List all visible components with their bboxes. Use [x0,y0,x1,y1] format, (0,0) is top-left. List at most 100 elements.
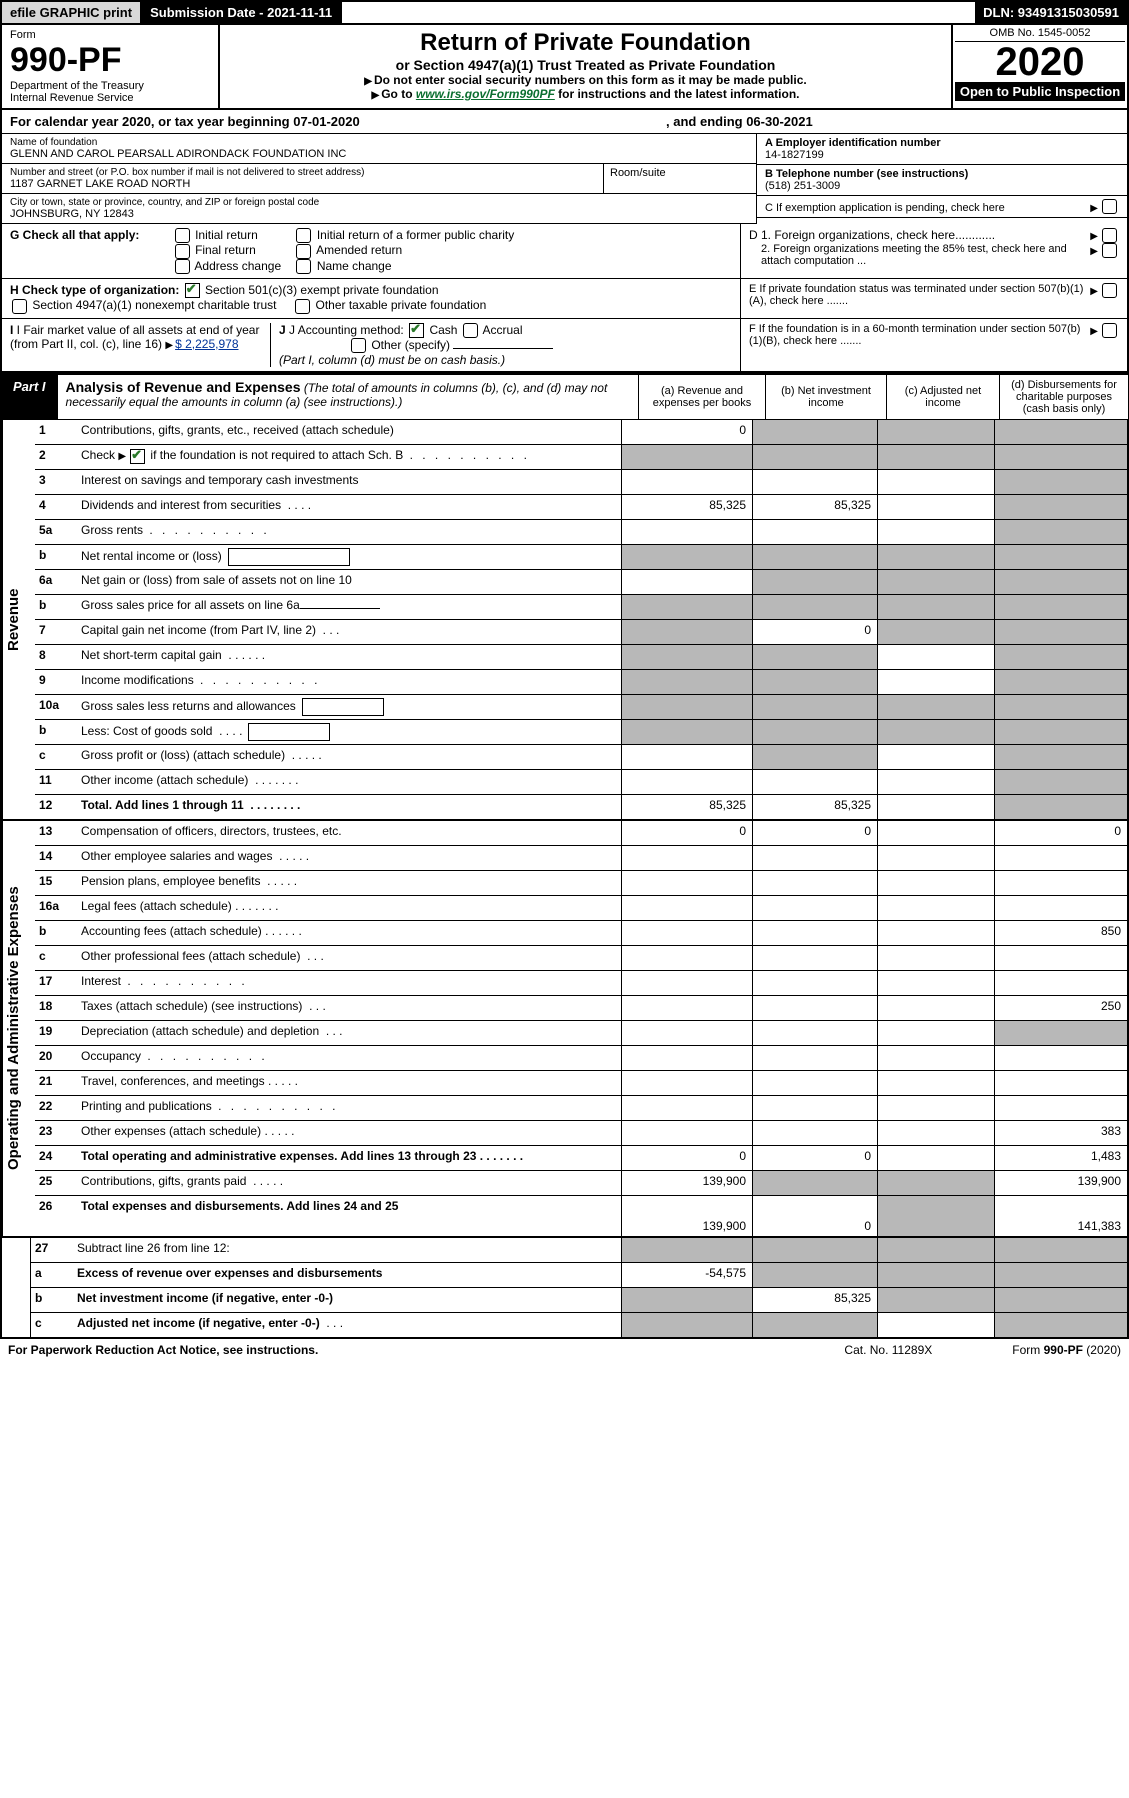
ein-value: 14-1827199 [765,149,1119,161]
page-footer: For Paperwork Reduction Act Notice, see … [0,1339,1129,1361]
irs-label: Internal Revenue Service [10,92,210,104]
c-pending-checkbox[interactable] [1102,199,1117,214]
g-address-checkbox[interactable] [175,259,190,274]
g-name-change-checkbox[interactable] [296,259,311,274]
cell [877,1313,994,1337]
e-label: E If private foundation status was termi… [749,283,1090,314]
d2-label: 2. Foreign organizations meeting the 85%… [749,243,1090,267]
cell-gray [994,545,1127,569]
h-4947-checkbox[interactable] [12,299,27,314]
cell [994,971,1127,995]
cell-26a: 139,900 [621,1196,752,1236]
row-label: Income modifications [77,670,621,694]
row-num: 27 [31,1238,73,1262]
f-checkbox[interactable] [1102,323,1117,338]
city-label: City or town, state or province, country… [10,197,748,208]
cell-24a: 0 [621,1146,752,1170]
efile-button[interactable]: efile GRAPHIC print [2,2,142,23]
row-label: Other professional fees (attach schedule… [77,946,621,970]
g-initial-former-checkbox[interactable] [296,228,311,243]
addr-label: Number and street (or P.O. box number if… [10,167,595,178]
cell-25d: 139,900 [994,1171,1127,1195]
col-a-header: (a) Revenue and expenses per books [638,375,765,419]
top-bar: efile GRAPHIC print Submission Date - 20… [0,0,1129,25]
cell-gray [877,445,994,469]
g-opt-4: Amended return [316,243,402,257]
street-address: 1187 GARNET LAKE ROAD NORTH [10,178,595,190]
revenue-side-label: Revenue [2,420,35,819]
cell-gray [994,495,1127,519]
cell-gray [752,1238,877,1262]
g-initial-checkbox[interactable] [175,228,190,243]
line-27-section: 27Subtract line 26 from line 12: aExcess… [0,1238,1129,1339]
cell [752,1121,877,1145]
sch-b-checkbox[interactable] [130,449,145,464]
e-checkbox[interactable] [1102,283,1117,298]
cell [752,996,877,1020]
cell-gray [994,595,1127,619]
footer-mid: Cat. No. 11289X [844,1343,932,1357]
row-label: Pension plans, employee benefits . . . .… [77,871,621,895]
row-label: Adjusted net income (if negative, enter … [73,1313,621,1337]
g-final-checkbox[interactable] [175,244,190,259]
instr-2-pre: Go to [381,87,416,101]
cell-gray [994,745,1127,769]
room-suite: Room/suite [603,164,756,193]
cell [994,896,1127,920]
arrow-icon [364,73,374,87]
cell-gray [994,1021,1127,1045]
j-accrual-checkbox[interactable] [463,323,478,338]
row-label: Less: Cost of goods sold . . . . [77,720,621,744]
cell-gray [877,1288,994,1312]
cell [877,670,994,694]
col-c-header: (c) Adjusted net income [886,375,999,419]
cell-27aa: -54,575 [621,1263,752,1287]
row-label: Legal fees (attach schedule) . . . . . .… [77,896,621,920]
h-opt-3: Other taxable private foundation [316,298,487,312]
part-1-title: Analysis of Revenue and Expenses [66,379,301,395]
expenses-side-label: Operating and Administrative Expenses [2,821,35,1236]
h-other-checkbox[interactable] [295,299,310,314]
cell-gray [752,570,877,594]
page-subtitle: or Section 4947(a)(1) Trust Treated as P… [228,57,943,73]
row-num: 8 [35,645,77,669]
cell [994,1071,1127,1095]
cell [752,1046,877,1070]
calendar-end: , and ending 06-30-2021 [666,114,813,129]
h-501c3-checkbox[interactable] [185,283,200,298]
cell [877,495,994,519]
cell-18d: 250 [994,996,1127,1020]
i-j-f-row: I I Fair market value of all assets at e… [0,319,1129,374]
cell-gray [752,1313,877,1337]
form-link[interactable]: www.irs.gov/Form990PF [416,87,555,101]
cell [877,971,994,995]
cell-gray [994,1238,1127,1262]
j-accrual: Accrual [482,323,522,337]
j-cash-checkbox[interactable] [409,323,424,338]
inline-input[interactable] [228,548,350,566]
inline-input[interactable] [248,723,330,741]
cell-gray [994,1313,1127,1337]
fmv-value[interactable]: $ 2,225,978 [175,337,238,351]
ein-label: A Employer identification number [765,137,1119,149]
d2-checkbox[interactable] [1102,243,1117,258]
row-label: Gross sales less returns and allowances [77,695,621,719]
c-pending-label: C If exemption application is pending, c… [765,202,1090,214]
cell-gray [877,570,994,594]
row-num: a [31,1263,73,1287]
cell [621,1096,752,1120]
cell [621,996,752,1020]
cell [621,871,752,895]
cell [877,1071,994,1095]
year-box: OMB No. 1545-0052 2020 Open to Public In… [951,25,1127,108]
j-other-checkbox[interactable] [351,338,366,353]
row-label: Accounting fees (attach schedule) . . . … [77,921,621,945]
d1-checkbox[interactable] [1102,228,1117,243]
row-num: 23 [35,1121,77,1145]
row-num: 17 [35,971,77,995]
cell-gray [621,720,752,744]
g-amended-checkbox[interactable] [296,244,311,259]
inline-input[interactable] [302,698,384,716]
row-label: Depreciation (attach schedule) and deple… [77,1021,621,1045]
dln: DLN: 93491315030591 [975,2,1127,23]
